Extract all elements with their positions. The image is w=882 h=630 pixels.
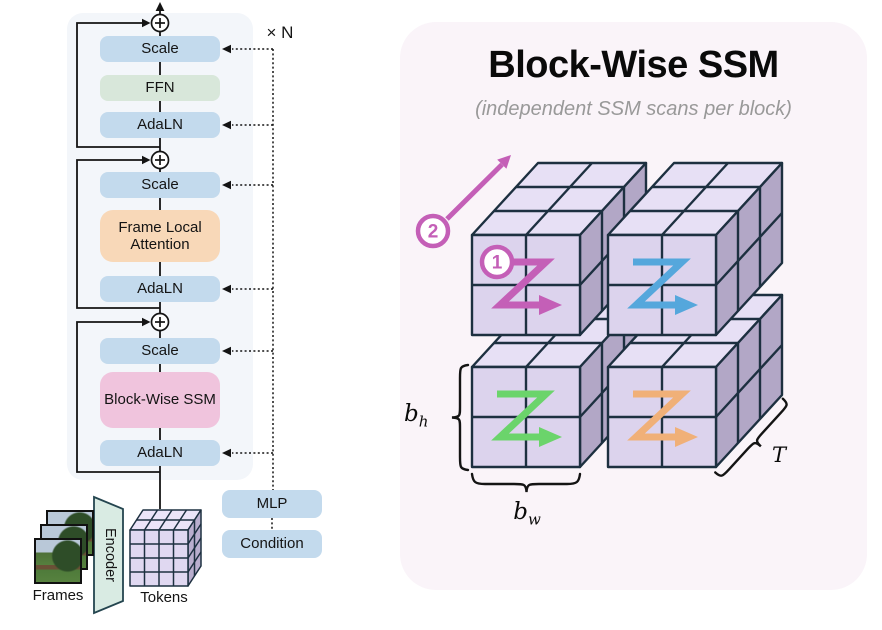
badge-1-number: 1 [492, 253, 503, 274]
ffn-box: FFN [100, 75, 220, 101]
tokens-label: Tokens [140, 589, 188, 606]
mlp-box: MLP [222, 490, 322, 518]
encoder-shape [93, 495, 124, 615]
adaln-box-bottom: AdaLN [100, 440, 220, 466]
blockwise-ssm-box: Block-Wise SSM [100, 372, 220, 428]
scan-order-1-badge: 1 [479, 244, 515, 280]
badge-2-number: 2 [428, 222, 439, 243]
frame-local-attention-box: Frame Local Attention [100, 210, 220, 262]
figure-title: Block-Wise SSM [488, 44, 779, 86]
frame-thumbnail-front [34, 538, 82, 584]
figure-subtitle: (independent SSM scans per block) [475, 98, 792, 120]
flow-arrowheads [142, 2, 165, 327]
condition-dotted-lines [232, 48, 274, 530]
condition-box: Condition [222, 530, 322, 558]
block-width-label: bw [513, 499, 541, 529]
scale-box-middle: Scale [100, 172, 220, 198]
plus-circle-icon [150, 13, 170, 332]
bh-brace [451, 363, 470, 472]
adaln-box-top: AdaLN [100, 112, 220, 138]
scan-order-2-arrow: 2 [415, 155, 511, 249]
dimension-braces [451, 363, 788, 493]
adaln-box-middle: AdaLN [100, 276, 220, 302]
badge-1-circle [479, 244, 515, 280]
badge-2-circle [415, 213, 451, 249]
time-dim-label: T [772, 443, 787, 467]
scale-box-bottom: Scale [100, 338, 220, 364]
repeat-n-label: × N [266, 23, 294, 42]
t-brace [714, 397, 788, 477]
scale-box-top: Scale [100, 36, 220, 62]
tokens-cube [129, 509, 202, 587]
block-height-label: bh [404, 401, 429, 431]
bw-brace [470, 472, 582, 493]
condition-arrowheads [222, 44, 231, 458]
frames-label: Frames [32, 587, 84, 604]
encoder-label: Encoder [102, 527, 118, 582]
ssm-block-cubes [470, 161, 784, 469]
